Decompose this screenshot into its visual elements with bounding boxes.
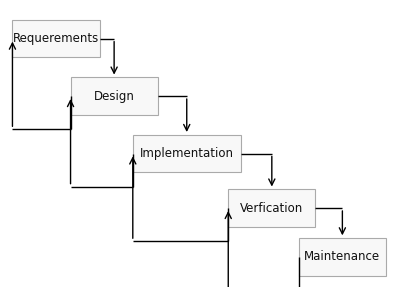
FancyBboxPatch shape xyxy=(12,20,100,57)
Text: Verfication: Verfication xyxy=(240,201,303,215)
Text: Maintenance: Maintenance xyxy=(304,250,381,263)
FancyBboxPatch shape xyxy=(228,189,315,227)
FancyBboxPatch shape xyxy=(299,238,386,276)
Text: Requerements: Requerements xyxy=(13,32,99,45)
FancyBboxPatch shape xyxy=(71,77,158,115)
Text: Design: Design xyxy=(94,90,134,103)
Text: Implementation: Implementation xyxy=(140,147,234,160)
FancyBboxPatch shape xyxy=(133,135,241,172)
